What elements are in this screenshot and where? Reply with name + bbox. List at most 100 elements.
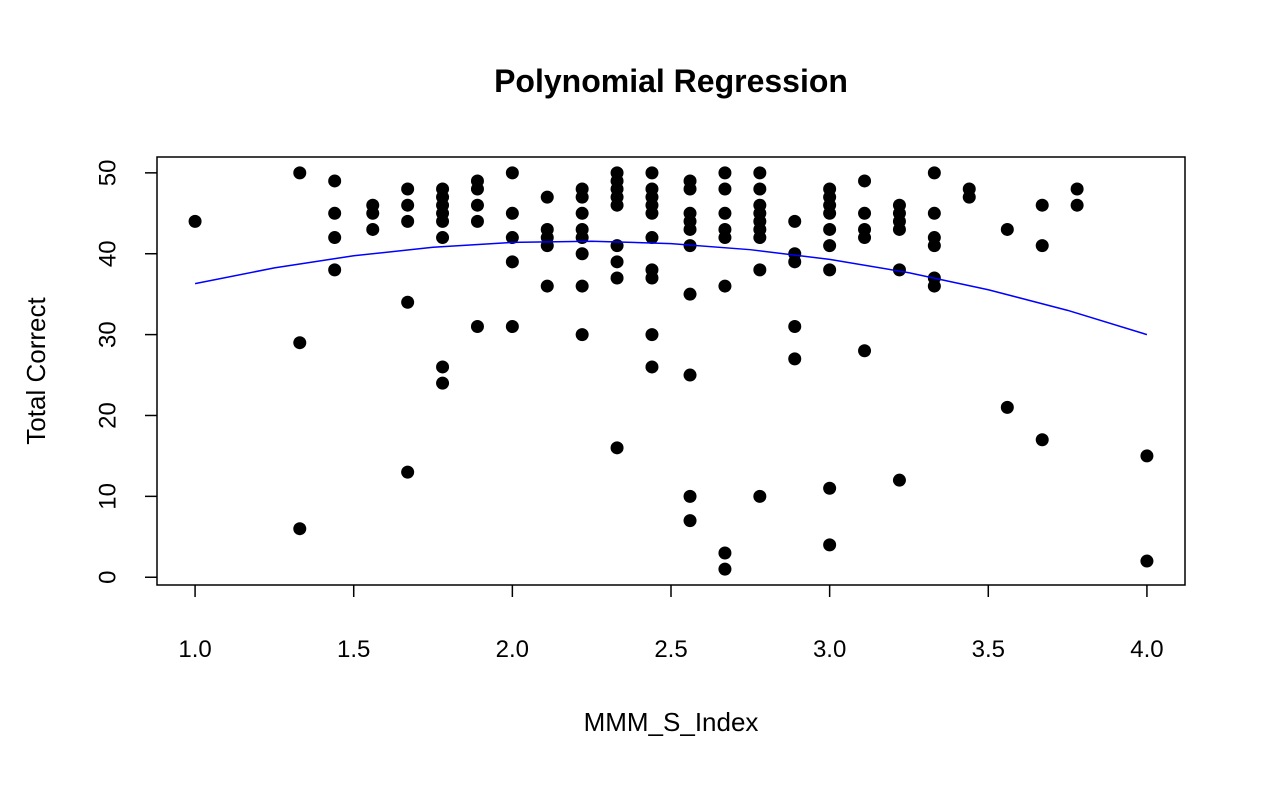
point (927, 166, 941, 180)
point (436, 231, 450, 245)
y-tick-label: 20 (94, 402, 121, 429)
point (788, 352, 802, 366)
point (505, 320, 519, 334)
point (718, 206, 732, 220)
point (1140, 449, 1154, 463)
point (718, 166, 732, 180)
point (436, 376, 450, 390)
point (645, 271, 659, 285)
point (645, 166, 659, 180)
point (328, 206, 342, 220)
point (188, 214, 202, 228)
point (1140, 554, 1154, 568)
point (401, 198, 415, 212)
point (1035, 239, 1049, 253)
point (753, 166, 767, 180)
point (1035, 198, 1049, 212)
point (505, 231, 519, 245)
point (718, 546, 732, 560)
point (401, 214, 415, 228)
point (718, 231, 732, 245)
point (293, 336, 307, 350)
x-tick-label: 2.5 (654, 636, 687, 663)
point (858, 231, 872, 245)
point (505, 255, 519, 269)
point (858, 174, 872, 188)
point (1000, 222, 1014, 236)
x-tick-label: 3.0 (813, 636, 846, 663)
point (683, 368, 697, 382)
point (858, 344, 872, 358)
y-tick-label: 50 (94, 160, 121, 187)
point (575, 247, 589, 261)
point (366, 222, 380, 236)
point (610, 441, 624, 455)
point (892, 222, 906, 236)
point (892, 473, 906, 487)
x-tick-label: 1.0 (178, 636, 211, 663)
point (540, 190, 554, 204)
point (683, 182, 697, 196)
point (1070, 182, 1084, 196)
point (823, 206, 837, 220)
point (683, 222, 697, 236)
point (788, 320, 802, 334)
point (540, 279, 554, 293)
point (788, 214, 802, 228)
point (823, 481, 837, 495)
point (823, 239, 837, 253)
point (470, 320, 484, 334)
point (718, 562, 732, 576)
x-tick-label: 2.0 (496, 636, 529, 663)
point (470, 214, 484, 228)
y-axis-label: Total Correct (21, 297, 51, 445)
point (293, 522, 307, 536)
point (858, 206, 872, 220)
point (823, 263, 837, 277)
point (575, 190, 589, 204)
point (788, 255, 802, 269)
point (753, 489, 767, 503)
point (293, 166, 307, 180)
point (575, 206, 589, 220)
point (823, 222, 837, 236)
point (753, 182, 767, 196)
point (505, 206, 519, 220)
point (575, 328, 589, 342)
point (1070, 198, 1084, 212)
x-tick-label: 1.5 (337, 636, 370, 663)
point (892, 263, 906, 277)
point (645, 360, 659, 374)
point (505, 166, 519, 180)
y-tick-label: 40 (94, 240, 121, 267)
point (470, 182, 484, 196)
plot-frame (156, 156, 1186, 586)
point (436, 214, 450, 228)
y-tick-label: 30 (94, 321, 121, 348)
point (718, 279, 732, 293)
point (610, 198, 624, 212)
point (328, 263, 342, 277)
point (683, 514, 697, 528)
point (962, 190, 976, 204)
point (718, 182, 732, 196)
point (645, 206, 659, 220)
point (610, 255, 624, 269)
point (366, 206, 380, 220)
point (645, 231, 659, 245)
point (328, 231, 342, 245)
point (401, 295, 415, 309)
point (401, 182, 415, 196)
point (401, 465, 415, 479)
point (575, 279, 589, 293)
point (753, 231, 767, 245)
point (753, 263, 767, 277)
point (328, 174, 342, 188)
point (927, 239, 941, 253)
point (823, 538, 837, 552)
point (470, 198, 484, 212)
point (683, 489, 697, 503)
point (1000, 400, 1014, 414)
chart-title: Polynomial Regression (494, 63, 848, 99)
